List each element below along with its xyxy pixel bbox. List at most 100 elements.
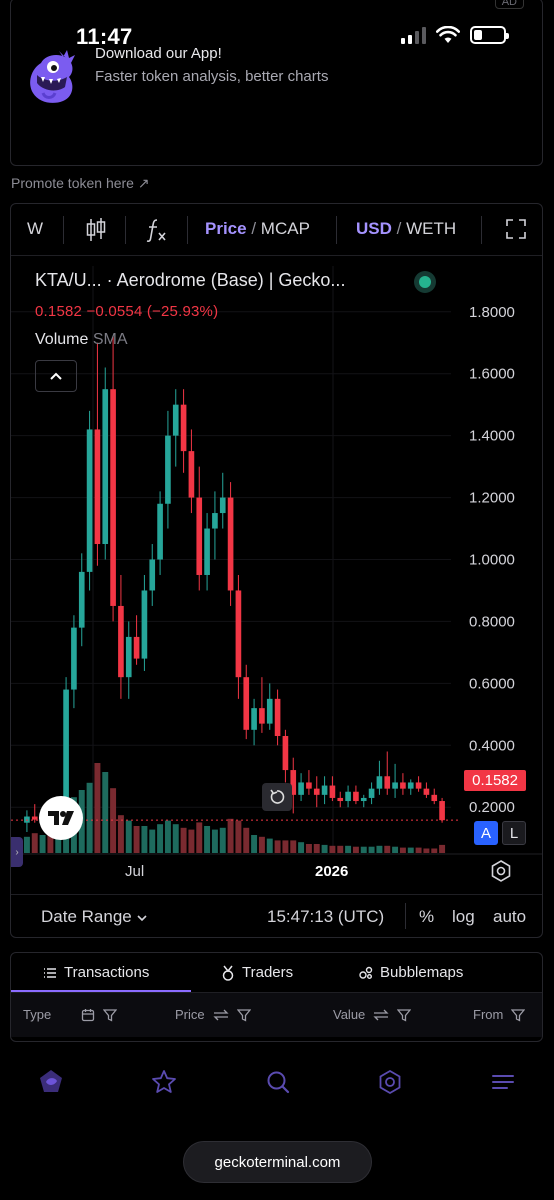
swap-icon[interactable] [213, 1009, 229, 1021]
col-value[interactable]: Value [333, 1007, 412, 1022]
volume-bar [337, 845, 344, 853]
interval-button[interactable]: W [27, 219, 44, 238]
candle [266, 683, 273, 730]
col-price[interactable]: Price [175, 1007, 251, 1022]
volume-bar [282, 840, 289, 853]
tradingview-logo-icon[interactable] [39, 796, 83, 840]
volume-label: Volume [35, 331, 89, 348]
gecko-home-icon[interactable] [37, 1068, 65, 1096]
indicators-fx-icon[interactable] [145, 217, 169, 243]
candle [125, 621, 132, 699]
auto-toggle[interactable]: auto [493, 907, 527, 926]
url-bar[interactable]: geckoterminal.com [183, 1141, 372, 1183]
volume-bar [180, 827, 187, 853]
filter-icon[interactable] [236, 1008, 251, 1022]
volume-bar [219, 827, 226, 853]
volume-bar [94, 763, 101, 853]
pair-title: KTA/U... · Aerodrome (Base) | Gecko... [35, 270, 346, 290]
price-mcap-toggle[interactable]: Price / MCAP [205, 219, 310, 239]
collapse-legend-button[interactable] [35, 360, 77, 392]
status-icons [401, 26, 509, 44]
log-scale-button[interactable]: L [502, 821, 526, 845]
filter-icon[interactable] [103, 1008, 118, 1022]
volume-bar [204, 826, 211, 853]
volume-bar [39, 835, 46, 853]
volume-bar [258, 836, 265, 853]
y-tick-label: 1.8000 [469, 304, 515, 321]
volume-bar [305, 844, 312, 853]
y-tick-label: 1.2000 [469, 490, 515, 507]
date-range-button[interactable]: Date Range [41, 907, 148, 927]
candle [102, 367, 109, 560]
candlestick-type-icon[interactable] [85, 217, 107, 243]
col-from[interactable]: From [473, 1007, 526, 1022]
candle [94, 342, 101, 566]
mcap-option[interactable]: MCAP [260, 219, 310, 238]
log-toggle[interactable]: log [452, 907, 475, 926]
currency-toggle[interactable]: USD / WETH [356, 219, 456, 239]
candle [110, 336, 116, 622]
candle [329, 776, 336, 802]
weth-option[interactable]: WETH [406, 219, 457, 238]
y-tick-label: 1.0000 [469, 552, 515, 569]
ad-banner[interactable]: AD Download our App! Faster token analys… [10, 0, 543, 166]
candle [227, 482, 234, 606]
chart-settings-icon[interactable] [489, 859, 513, 883]
volume-bar [274, 840, 281, 853]
usd-option[interactable]: USD [356, 219, 392, 238]
utc-clock: 15:47:13 (UTC) [267, 907, 385, 926]
chart-card: W Price / MCAP USD / WETH 1.8000 1.6000 1.… [10, 203, 543, 938]
settings-hexagon-icon[interactable] [376, 1068, 404, 1096]
ad-title: Download our App! [95, 45, 222, 62]
calendar-icon[interactable] [81, 1008, 95, 1022]
candle [219, 472, 226, 529]
y-tick-label: 0.6000 [469, 675, 515, 692]
col-from-label: From [473, 1007, 504, 1022]
volume-bar [423, 848, 430, 853]
col-type[interactable]: Type [23, 1007, 118, 1022]
bottom-nav [0, 1062, 554, 1102]
candle [172, 389, 179, 467]
volume-bar [345, 845, 352, 853]
candle [63, 677, 69, 817]
y-tick-label: 0.4000 [469, 737, 515, 754]
candle [71, 615, 77, 709]
gecko-mascot-icon [30, 50, 75, 103]
tab-bubblemaps-label: Bubblemaps [380, 964, 464, 981]
candle [313, 776, 320, 808]
swap-icon[interactable] [373, 1009, 389, 1021]
candle [204, 513, 210, 591]
auto-scale-button[interactable]: A [474, 821, 498, 845]
filter-icon[interactable] [511, 1008, 526, 1022]
col-value-label: Value [333, 1007, 366, 1022]
x-tick-2026: 2026 [315, 863, 349, 880]
tab-transactions[interactable]: Transactions [43, 964, 149, 981]
candle [274, 689, 281, 746]
candle [321, 776, 328, 805]
y-tick-label: 0.8000 [469, 613, 515, 630]
volume-bar [399, 847, 406, 853]
search-icon[interactable] [264, 1068, 292, 1096]
ad-badge: AD [494, 0, 524, 9]
volume-bar [313, 844, 320, 853]
tab-traders[interactable]: Traders [221, 964, 293, 981]
menu-icon[interactable] [489, 1068, 517, 1096]
candle [384, 751, 391, 795]
promote-token-link[interactable]: Promote token here ↗ [11, 175, 150, 191]
percent-toggle[interactable]: % [419, 907, 435, 926]
side-panel-handle[interactable]: › [11, 837, 23, 867]
star-icon[interactable] [150, 1068, 178, 1096]
wifi-icon [436, 26, 460, 43]
price-option[interactable]: Price [205, 219, 247, 238]
candle [31, 804, 38, 823]
col-price-label: Price [175, 1007, 205, 1022]
reset-chart-button[interactable] [262, 783, 292, 811]
candle [188, 429, 195, 514]
tab-bubblemaps[interactable]: Bubblemaps [359, 964, 463, 981]
candle [251, 698, 257, 746]
candle [243, 664, 250, 740]
filter-icon[interactable] [397, 1008, 412, 1022]
volume-bar [329, 845, 336, 853]
candle [415, 776, 422, 792]
fullscreen-icon[interactable] [505, 218, 527, 240]
